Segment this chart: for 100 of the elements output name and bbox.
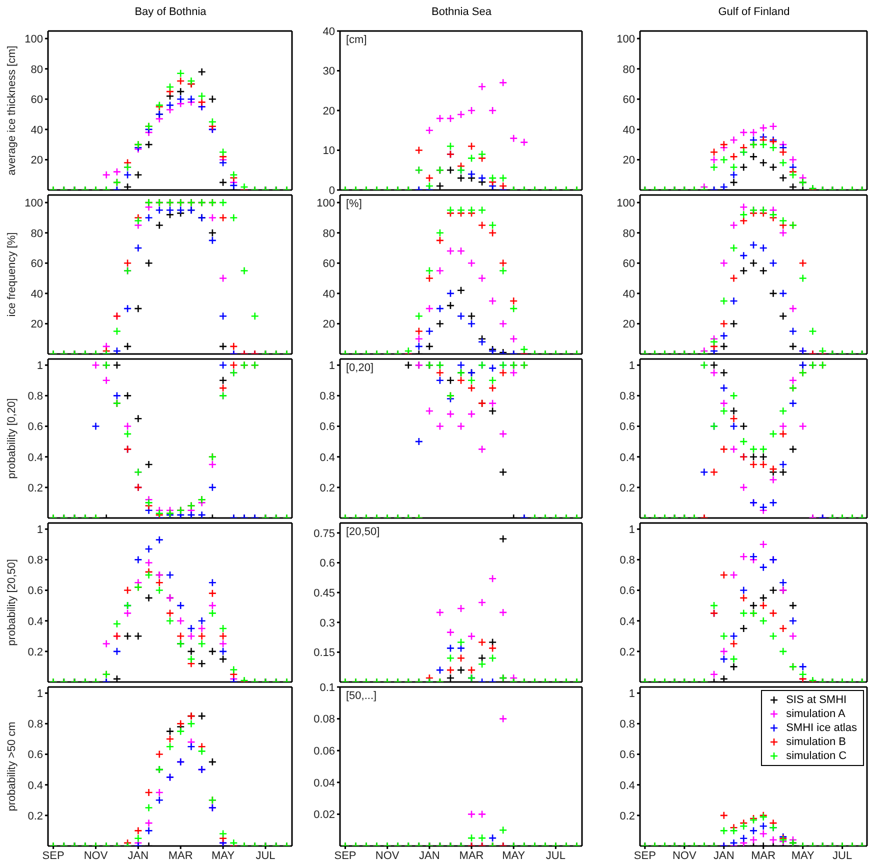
y-tick-label: 0.3 xyxy=(320,617,335,630)
y-tick-label: 40 xyxy=(30,288,43,300)
y-tick-label: 1 xyxy=(328,360,335,372)
x-tick-label: SEP xyxy=(42,850,64,862)
y-tick-label: 20 xyxy=(30,154,43,167)
annotation: [0,20] xyxy=(346,362,374,374)
x-tick-label: JUL xyxy=(546,850,566,862)
y-tick-label: 1 xyxy=(36,524,43,536)
legend-label: SMHI ice atlas xyxy=(786,721,857,735)
y-tick-label: 30 xyxy=(322,66,335,78)
y-tick-label: 1 xyxy=(628,360,635,372)
y-tick-label: 0.2 xyxy=(620,646,635,658)
y-tick-label: 100 xyxy=(24,33,43,46)
y-tick-label: 60 xyxy=(322,258,335,270)
y-tick-label: 40 xyxy=(322,26,335,38)
y-tick-label: 60 xyxy=(30,258,43,270)
y-tick-label: 80 xyxy=(622,228,635,240)
y-tick-label: 0.4 xyxy=(620,452,635,464)
y-tick-label: 0.2 xyxy=(28,646,43,658)
y-tick-label: 100 xyxy=(24,197,43,210)
y-tick-label: 0.75 xyxy=(314,528,335,540)
y-tick-label: 1 xyxy=(36,688,43,700)
y-tick-label: 0.2 xyxy=(320,482,335,494)
legend-label: SIS at SMHI xyxy=(786,693,847,707)
y-tick-label: 80 xyxy=(30,64,43,76)
y-tick-label: 0.6 xyxy=(28,585,43,598)
x-tick-label: NOV xyxy=(84,850,108,862)
x-tick-label: SEP xyxy=(334,850,356,862)
x-tick-label: SEP xyxy=(634,850,656,862)
y-tick-label: 0.6 xyxy=(320,421,335,434)
y-tick-label: 0.1 xyxy=(320,682,335,694)
y-tick-label: 20 xyxy=(622,318,635,331)
y-tick-label: 0.6 xyxy=(620,749,635,762)
y-tick-label: 0.4 xyxy=(28,616,43,628)
y-tick-label: 0 xyxy=(328,184,335,197)
y-tick-label: 40 xyxy=(622,288,635,300)
x-tick-label: JUL xyxy=(256,850,276,862)
y-tick-label: 0.4 xyxy=(620,616,635,628)
x-tick-label: JUL xyxy=(832,850,852,862)
y-tick-label: 0.8 xyxy=(28,390,43,403)
y-tick-label: 0.8 xyxy=(620,390,635,403)
y-tick-label: 60 xyxy=(622,94,635,106)
y-tick-label: 40 xyxy=(622,124,635,136)
y-tick-label: 20 xyxy=(322,318,335,331)
y-tick-label: 0.2 xyxy=(28,482,43,494)
y-tick-label: 0.2 xyxy=(620,482,635,494)
y-tick-label: 80 xyxy=(30,228,43,240)
y-axis-title: average ice thickness [cm] xyxy=(6,46,18,176)
x-tick-label: MAR xyxy=(751,850,776,862)
x-tick-label: NOV xyxy=(375,850,400,862)
x-tick-label: MAY xyxy=(502,850,526,862)
y-tick-label: 0.8 xyxy=(28,554,43,567)
y-tick-label: 40 xyxy=(30,124,43,136)
y-tick-label: 1 xyxy=(36,360,43,372)
y-tick-label: 0.8 xyxy=(28,718,43,731)
y-tick-label: 0.6 xyxy=(320,558,335,570)
y-tick-label: 10 xyxy=(322,145,335,158)
x-tick-label: MAY xyxy=(212,850,236,862)
y-tick-label: 0.4 xyxy=(28,780,43,792)
x-tick-label: JAN xyxy=(419,850,440,862)
y-axis-title: probability [20,50] xyxy=(6,559,18,646)
y-tick-label: 1 xyxy=(628,688,635,700)
chart-title: Bay of Bothnia xyxy=(134,6,208,18)
y-tick-label: 0.04 xyxy=(314,777,335,790)
x-tick-label: MAR xyxy=(459,850,484,862)
y-tick-label: 0.2 xyxy=(28,810,43,822)
x-tick-label: MAR xyxy=(168,850,193,862)
y-tick-label: 100 xyxy=(616,197,635,210)
y-tick-label: 0.2 xyxy=(620,810,635,822)
y-tick-label: 0.6 xyxy=(620,585,635,598)
y-tick-label: 60 xyxy=(30,94,43,106)
y-tick-label: 0.8 xyxy=(620,554,635,567)
x-tick-label: NOV xyxy=(672,850,697,862)
y-tick-label: 100 xyxy=(616,33,635,46)
y-axis-title: ice frequency [%] xyxy=(6,232,18,317)
chart-title: Gulf of Finland xyxy=(717,6,791,18)
annotation: [50,...] xyxy=(346,690,377,702)
annotation: [20,50] xyxy=(346,526,380,538)
y-tick-label: 0.4 xyxy=(620,780,635,792)
legend-label: simulation B xyxy=(786,735,846,749)
chart-title: Bothnia Sea xyxy=(430,6,492,18)
annotation: [cm] xyxy=(346,34,367,46)
y-tick-label: 0.6 xyxy=(28,421,43,434)
y-tick-label: 20 xyxy=(30,318,43,331)
annotation: [%] xyxy=(346,198,362,210)
y-tick-label: 80 xyxy=(622,64,635,76)
y-tick-label: 1 xyxy=(628,524,635,536)
y-tick-label: 0.6 xyxy=(620,421,635,434)
y-tick-label: 0.06 xyxy=(314,746,335,758)
x-tick-label: MAY xyxy=(791,850,816,862)
y-tick-label: 0.8 xyxy=(320,390,335,403)
y-tick-label: 20 xyxy=(322,105,335,118)
y-tick-label: 80 xyxy=(322,228,335,240)
y-tick-label: 0.6 xyxy=(28,749,43,762)
y-tick-label: 60 xyxy=(622,258,635,270)
y-axis-title: probability >50 cm xyxy=(6,722,18,812)
x-tick-label: JAN xyxy=(128,850,149,862)
legend-label: simulation C xyxy=(786,749,847,763)
y-tick-label: 0.15 xyxy=(314,647,335,660)
legend-label: simulation A xyxy=(786,707,846,721)
